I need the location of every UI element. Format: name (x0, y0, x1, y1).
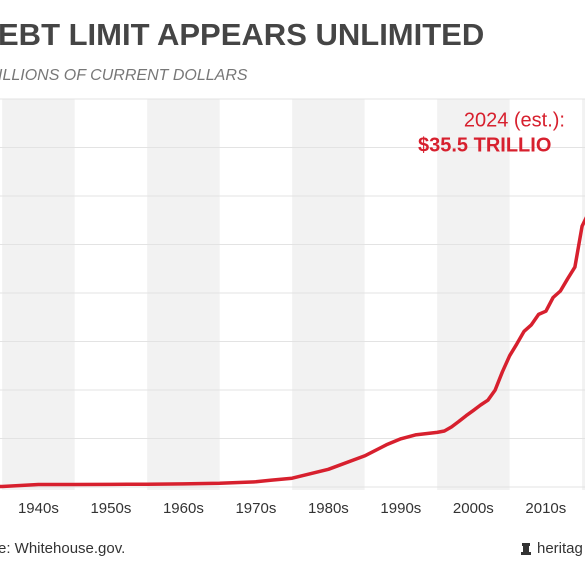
x-tick-label: 1940s (18, 500, 59, 517)
x-tick-label: 1950s (90, 500, 131, 517)
chart-title: EBT LIMIT APPEARS UNLIMITED (0, 17, 484, 52)
brand: heritag (537, 540, 583, 557)
x-tick-label: 1960s (163, 500, 204, 517)
debt-line (0, 216, 585, 489)
decade-band (582, 99, 585, 490)
x-tick-label: 1970s (235, 500, 276, 517)
x-tick-label: 2000s (453, 500, 494, 517)
brand-icon (521, 543, 531, 555)
grid (0, 98, 585, 488)
source: e: Whitehouse.gov. (0, 540, 125, 557)
chart-subtitle: ILLIONS OF CURRENT DOLLARS (0, 67, 248, 84)
decade-bands (2, 99, 585, 490)
x-tick-label: 1980s (308, 500, 349, 517)
decade-band (147, 99, 220, 490)
annotation: 2024 (est.): (464, 109, 565, 131)
decade-band (2, 99, 75, 490)
decade-band (292, 99, 365, 490)
annotation: $35.5 TRILLIO (418, 134, 551, 156)
x-tick-label: 1990s (380, 500, 421, 517)
x-tick-label: 2010s (525, 500, 566, 517)
decade-band (437, 99, 510, 490)
